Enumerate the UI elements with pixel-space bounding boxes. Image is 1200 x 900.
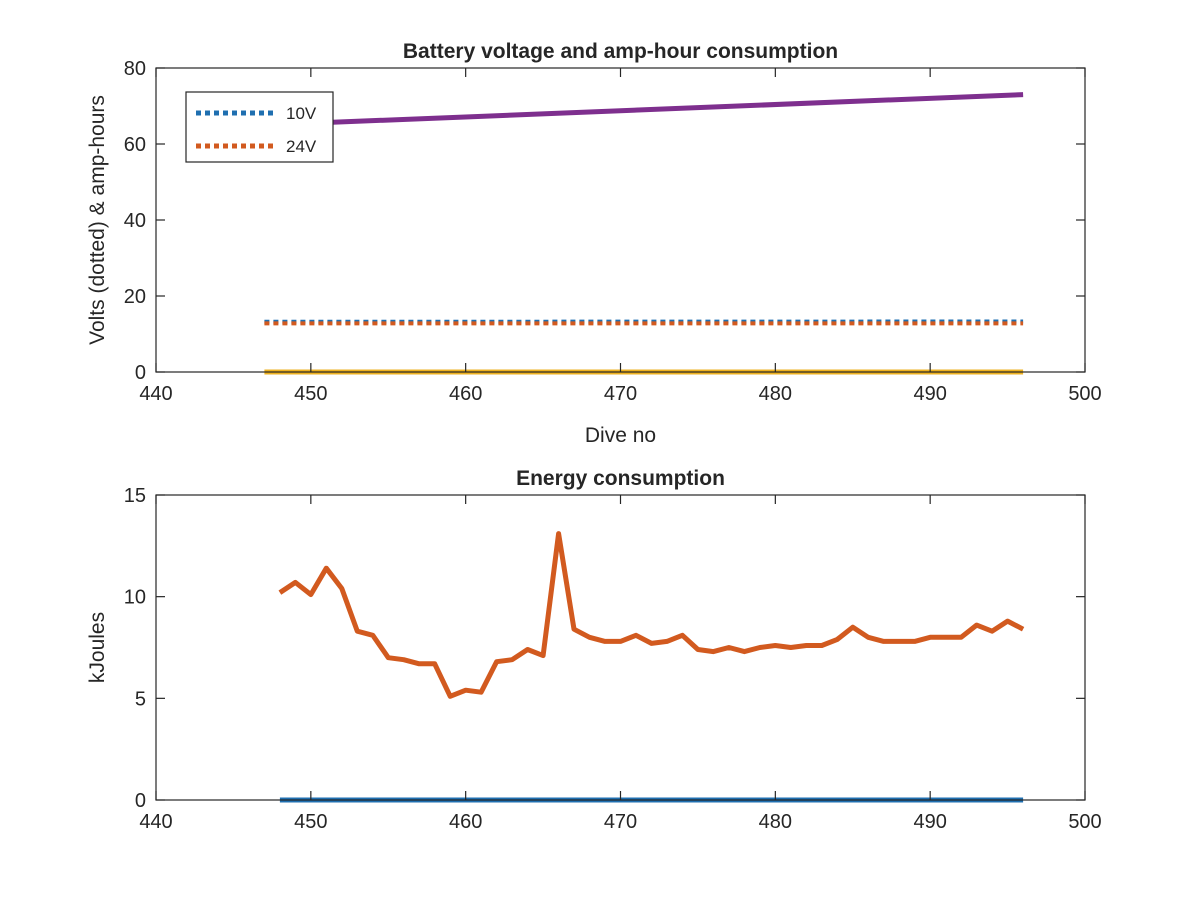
x-tick-label: 480: [759, 811, 792, 833]
x-tick-label: 500: [1068, 383, 1101, 405]
x-axis-label: Dive no: [585, 424, 656, 447]
x-tick-label: 470: [604, 811, 637, 833]
y-tick-label: 80: [124, 58, 146, 80]
y-tick-label: 60: [124, 134, 146, 156]
y-tick-label: 10: [124, 587, 146, 609]
x-tick-label: 470: [604, 383, 637, 405]
y-tick-label: 0: [135, 790, 146, 812]
chart-title: Energy consumption: [516, 467, 725, 490]
legend-label-10v: 10V: [286, 104, 317, 123]
x-tick-label: 450: [294, 811, 327, 833]
y-tick-label: 5: [135, 688, 146, 710]
y-axis-label: kJoules: [86, 612, 109, 683]
x-tick-label: 440: [139, 811, 172, 833]
series-line-0-3: [264, 92, 1024, 128]
legend-label-24v: 24V: [286, 137, 317, 156]
x-tick-label: 480: [759, 383, 792, 405]
y-axis-label: Volts (dotted) & amp-hours: [86, 95, 109, 345]
y-tick-label: 20: [124, 286, 146, 308]
legend-box: [185, 91, 334, 163]
x-tick-label: 490: [913, 811, 946, 833]
legend: 10V 24V: [185, 91, 334, 163]
y-tick-label: 15: [124, 485, 146, 507]
x-tick-label: 460: [449, 811, 482, 833]
x-tick-label: 500: [1068, 811, 1101, 833]
plot-battery: 440 450 460 470 480 490 500 0 20 40 60 80 Battery vo…: [86, 40, 1102, 447]
x-tick-label: 450: [294, 383, 327, 405]
plot-energy: 440 450 460 470 480 490 500 0 5 10 15 Energy consum…: [86, 467, 1102, 833]
x-tick-label: 460: [449, 383, 482, 405]
x-tick-label: 440: [139, 383, 172, 405]
x-tick-label: 490: [913, 383, 946, 405]
chart-title: Battery voltage and amp-hour consumption: [403, 40, 838, 63]
series-line-1-0: [278, 531, 1025, 699]
y-tick-label: 0: [135, 362, 146, 384]
y-tick-label: 40: [124, 210, 146, 232]
